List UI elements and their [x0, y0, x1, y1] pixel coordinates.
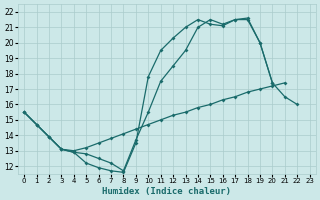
X-axis label: Humidex (Indice chaleur): Humidex (Indice chaleur): [102, 187, 231, 196]
